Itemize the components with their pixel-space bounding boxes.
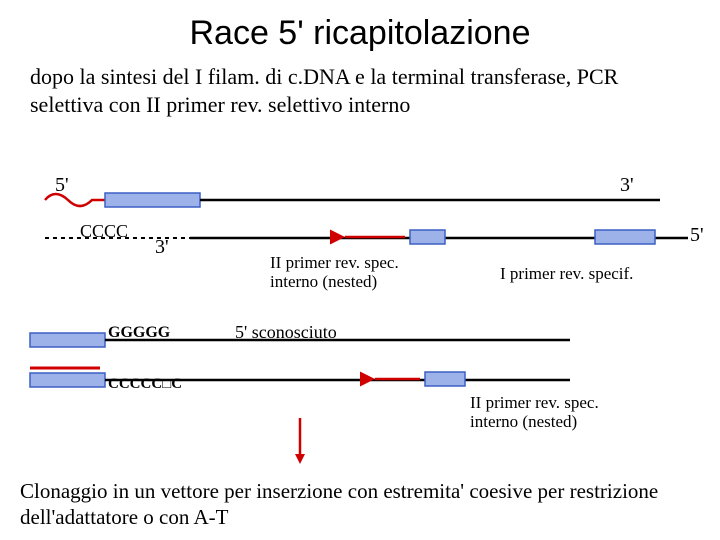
arrow-down-head xyxy=(295,454,305,464)
primer-box-mid xyxy=(410,230,445,244)
row1-cap-box xyxy=(105,193,200,207)
row3-g-box xyxy=(30,333,105,347)
row4-c-box xyxy=(30,373,105,387)
primer-box-row4 xyxy=(425,372,465,386)
diagram-svg xyxy=(0,0,720,540)
primer-box-right xyxy=(595,230,655,244)
row1-squiggle xyxy=(45,194,105,206)
